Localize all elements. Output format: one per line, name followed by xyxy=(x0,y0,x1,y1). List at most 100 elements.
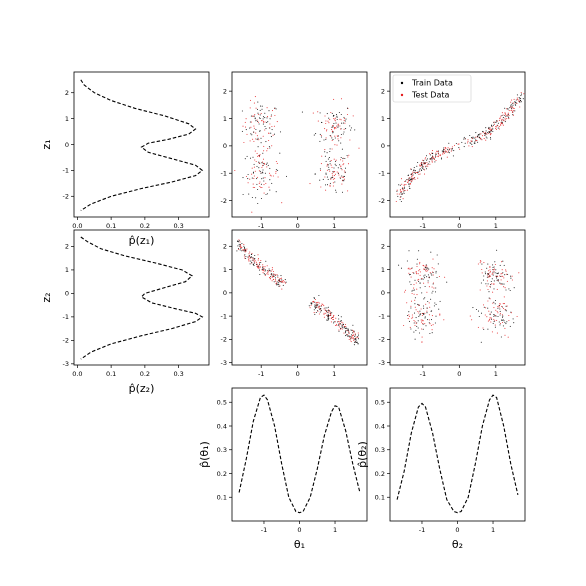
test-point xyxy=(417,279,419,281)
train-point xyxy=(263,180,265,182)
train-point xyxy=(431,159,433,161)
train-point xyxy=(337,167,339,169)
train-point xyxy=(355,341,357,343)
test-point xyxy=(429,306,431,308)
test-point xyxy=(491,283,493,285)
test-point xyxy=(503,296,505,298)
test-point xyxy=(251,167,253,169)
train-point xyxy=(327,313,329,315)
test-point xyxy=(496,319,498,321)
train-point xyxy=(244,254,246,256)
test-point xyxy=(512,114,515,116)
train-point xyxy=(483,328,485,331)
train-point xyxy=(254,118,256,120)
train-point xyxy=(478,315,480,318)
y-tick-label: 2 xyxy=(65,243,69,251)
y-tick-label: 2 xyxy=(381,243,385,251)
train-point xyxy=(408,178,410,180)
test-point xyxy=(274,114,276,117)
train-point xyxy=(470,142,472,144)
test-point xyxy=(431,286,433,288)
test-point xyxy=(332,171,334,173)
train-point xyxy=(436,276,438,279)
train-point xyxy=(425,155,428,157)
train-point xyxy=(413,169,415,171)
test-point xyxy=(323,308,325,310)
train-point xyxy=(355,337,357,340)
test-point xyxy=(325,137,327,139)
test-point xyxy=(408,314,410,316)
test-point xyxy=(326,165,328,167)
train-point xyxy=(493,315,495,318)
test-point xyxy=(256,176,258,178)
train-point xyxy=(252,264,254,266)
train-point xyxy=(418,280,420,283)
train-point xyxy=(421,164,423,166)
test-point xyxy=(422,320,424,322)
test-point xyxy=(495,275,497,277)
plot-area xyxy=(396,394,519,514)
train-point xyxy=(272,274,274,277)
train-point xyxy=(414,170,417,172)
y-tick-label: -3 xyxy=(63,360,69,368)
train-point xyxy=(484,273,487,275)
test-point xyxy=(317,120,319,122)
train-point xyxy=(497,272,499,274)
test-point xyxy=(334,178,336,180)
train-point xyxy=(418,315,420,317)
train-point xyxy=(481,263,483,265)
train-point xyxy=(334,163,336,165)
test-point xyxy=(428,302,430,304)
test-point xyxy=(432,282,435,284)
legend-train-marker xyxy=(400,81,404,85)
train-point xyxy=(326,309,328,312)
train-point xyxy=(257,112,259,114)
test-point xyxy=(488,270,490,272)
test-point xyxy=(250,121,252,123)
train-point xyxy=(415,329,417,331)
y-tick-label: 0.5 xyxy=(375,399,385,407)
train-point xyxy=(509,107,511,109)
train-point xyxy=(410,283,412,285)
train-point xyxy=(458,147,460,149)
test-point xyxy=(511,109,513,111)
test-point xyxy=(435,159,437,162)
train-point xyxy=(425,168,428,170)
train-point xyxy=(241,130,243,132)
train-point xyxy=(269,127,271,129)
test-point xyxy=(249,140,251,142)
test-point xyxy=(427,165,429,167)
train-point xyxy=(490,125,493,127)
train-point xyxy=(329,160,331,162)
train-point xyxy=(256,183,258,185)
train-point xyxy=(442,148,445,151)
test-point xyxy=(500,119,503,121)
test-point xyxy=(244,126,247,128)
train-point xyxy=(406,260,408,262)
train-point xyxy=(487,132,489,134)
test-point xyxy=(481,272,483,274)
train-point xyxy=(487,283,489,285)
test-point xyxy=(249,107,251,109)
test-point xyxy=(415,282,417,284)
train-point xyxy=(273,276,275,278)
y-tick-label: 1 xyxy=(65,266,69,274)
train-point xyxy=(413,167,415,169)
x-tick-label: -1 xyxy=(258,370,264,378)
train-point xyxy=(410,307,412,309)
train-point xyxy=(492,274,494,276)
train-point xyxy=(496,121,498,123)
train-point xyxy=(428,322,430,324)
test-point xyxy=(262,135,264,137)
y-tick-label: 1 xyxy=(65,115,69,123)
test-point xyxy=(439,313,441,315)
test-point xyxy=(248,259,250,261)
test-point xyxy=(426,270,428,272)
test-point xyxy=(459,148,461,150)
train-point xyxy=(490,311,492,313)
train-point xyxy=(488,131,490,133)
train-point xyxy=(345,327,347,329)
train-point xyxy=(269,269,271,271)
test-point xyxy=(429,323,431,325)
train-point xyxy=(492,264,494,266)
